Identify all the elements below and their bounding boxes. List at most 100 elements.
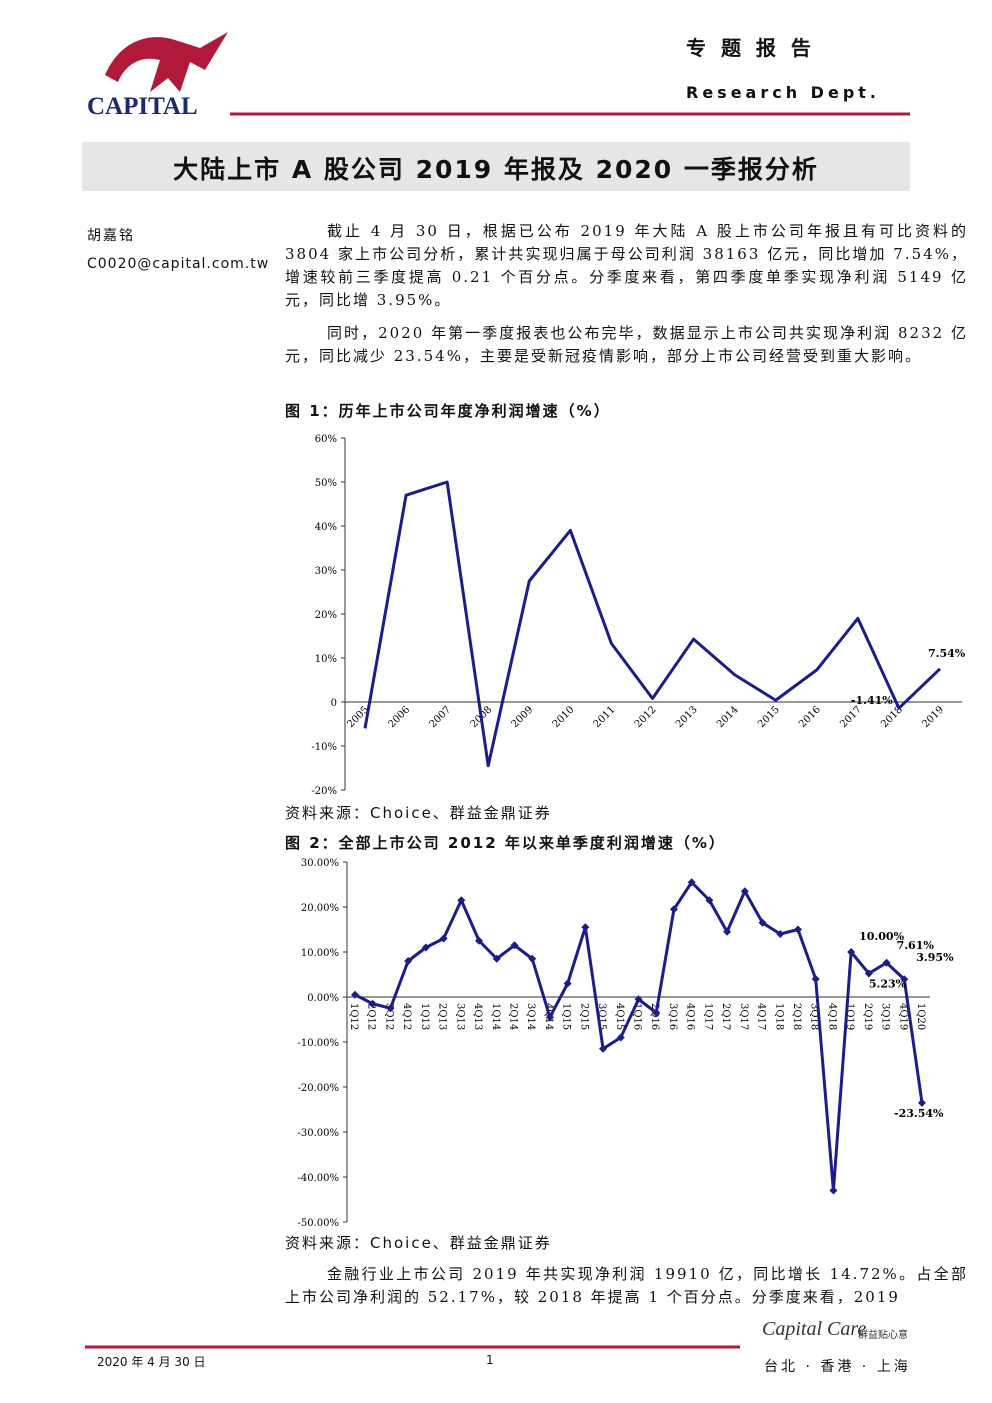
paragraph: 截止 4 月 30 日，根据已公布 2019 年大陆 A 股上市公司年报且有可比… xyxy=(285,222,968,309)
report-type: 专 题 报 告 xyxy=(686,36,815,60)
data-label: 5.23% xyxy=(869,977,907,990)
x-tick-label: 3Q13 xyxy=(454,1003,465,1030)
x-tick-label: 2017 xyxy=(838,704,864,730)
data-point xyxy=(475,936,484,945)
data-point xyxy=(421,943,430,952)
data-point xyxy=(723,927,732,936)
x-tick-label: 3Q14 xyxy=(525,1003,536,1030)
x-tick-label: 2Q12 xyxy=(366,1003,377,1030)
data-point xyxy=(581,923,590,932)
y-tick-label: -20.00% xyxy=(297,1083,339,1094)
data-point xyxy=(864,969,873,978)
data-point xyxy=(634,995,643,1004)
x-tick-label: 1Q12 xyxy=(348,1003,359,1030)
logo-mark xyxy=(105,32,228,92)
x-tick-label: 2018 xyxy=(879,704,905,730)
x-tick-label: 4Q12 xyxy=(401,1003,412,1030)
figure-source: 资料来源：Choice、群益金鼎证券 xyxy=(285,1234,552,1252)
paragraph: 金融行业上市公司 2019 年共实现净利润 19910 亿，同比增长 14.72… xyxy=(285,1265,968,1306)
data-point xyxy=(404,957,413,965)
x-tick-label: 4Q17 xyxy=(756,1003,767,1030)
x-tick-label: 2Q18 xyxy=(791,1003,802,1030)
y-tick-label: 30.00% xyxy=(301,858,339,869)
y-tick-label: -40.00% xyxy=(297,1173,339,1184)
data-point xyxy=(811,975,820,983)
data-point xyxy=(492,954,501,963)
y-tick-label: 40% xyxy=(315,522,337,533)
x-tick-label: 4Q15 xyxy=(614,1003,625,1030)
brand: Capital Care xyxy=(762,1318,867,1340)
y-tick-label: 50% xyxy=(315,478,337,489)
data-point xyxy=(351,990,359,999)
x-tick-label: 2Q19 xyxy=(862,1003,873,1030)
figure-caption: 图 1：历年上市公司年度净利润增速（%） xyxy=(285,402,611,420)
data-point xyxy=(386,1004,395,1013)
data-point xyxy=(847,948,856,956)
x-tick-label: 2014 xyxy=(715,704,741,730)
line-series xyxy=(354,880,924,1192)
y-tick-label: 0.00% xyxy=(307,993,339,1004)
data-point xyxy=(563,979,572,988)
x-tick-label: 1Q19 xyxy=(844,1003,855,1030)
y-tick-label: 10% xyxy=(315,654,337,665)
y-tick-label: 10.00% xyxy=(301,948,339,959)
x-tick-label: 3Q12 xyxy=(383,1003,394,1030)
data-label: 7.54% xyxy=(928,647,966,660)
dept: Research Dept. xyxy=(686,83,880,102)
x-tick-label: 2Q17 xyxy=(720,1003,731,1030)
data-point xyxy=(776,930,785,938)
data-point xyxy=(793,925,802,934)
data-point xyxy=(439,934,448,943)
footer-date: 2020 年 4 月 30 日 xyxy=(97,1355,206,1369)
x-tick-label: 2Q16 xyxy=(649,1003,660,1030)
x-tick-label: 4Q13 xyxy=(472,1003,483,1030)
data-point xyxy=(918,1098,926,1107)
x-tick-label: 1Q14 xyxy=(490,1003,501,1030)
data-point xyxy=(900,975,909,984)
line-series xyxy=(363,480,942,768)
y-tick-label: 30% xyxy=(315,566,337,577)
x-tick-label: 1Q20 xyxy=(915,1003,926,1030)
data-point xyxy=(687,878,696,887)
data-point xyxy=(829,1186,838,1195)
y-tick-label: -10.00% xyxy=(297,1038,339,1049)
x-tick-label: 2010 xyxy=(551,704,577,730)
data-point xyxy=(705,896,714,905)
data-point xyxy=(599,1044,608,1053)
x-tick-label: 2007 xyxy=(427,704,453,730)
y-tick-label: -10% xyxy=(311,742,337,753)
x-tick-label: 1Q15 xyxy=(561,1003,572,1030)
data-label: 10.00% xyxy=(859,930,904,943)
x-tick-label: 4Q19 xyxy=(897,1003,908,1030)
data-label: -23.54% xyxy=(894,1107,944,1120)
figure-source: 资料来源：Choice、群益金鼎证券 xyxy=(285,804,552,822)
data-point xyxy=(545,1013,554,1022)
x-tick-label: 2015 xyxy=(756,704,782,730)
data-point xyxy=(882,958,891,967)
y-tick-label: 20% xyxy=(315,610,337,621)
x-tick-label: 3Q18 xyxy=(809,1003,820,1030)
data-point xyxy=(457,896,466,905)
x-tick-label: 3Q15 xyxy=(596,1003,607,1030)
x-tick-label: 2019 xyxy=(920,704,946,730)
x-tick-label: 1Q18 xyxy=(773,1003,784,1030)
x-tick-label: 1Q16 xyxy=(632,1003,643,1030)
title-bar xyxy=(82,142,910,191)
x-tick-label: 1Q13 xyxy=(419,1003,430,1030)
doc-title: 大陆上市 A 股公司 2019 年报及 2020 一季报分析 xyxy=(173,155,819,184)
data-point xyxy=(616,1033,625,1042)
x-tick-label: 2016 xyxy=(797,704,823,730)
author-name: 胡嘉铭 xyxy=(87,228,135,244)
x-tick-label: 2009 xyxy=(510,704,536,730)
page-number: 1 xyxy=(486,1353,494,1367)
data-point xyxy=(510,941,519,950)
brand-slogan: 群益贴心意 xyxy=(858,1330,908,1341)
data-point xyxy=(758,918,767,927)
data-point xyxy=(368,999,377,1008)
paragraph: 同时，2020 年第一季度报表也公布完毕，数据显示上市公司共实现净利润 8232… xyxy=(285,324,968,365)
x-tick-label: 1Q17 xyxy=(702,1003,713,1030)
y-tick-label: -20% xyxy=(311,786,337,797)
y-tick-label: -30.00% xyxy=(297,1128,339,1139)
x-tick-label: 3Q17 xyxy=(738,1003,749,1030)
data-label: 3.95% xyxy=(916,951,954,964)
